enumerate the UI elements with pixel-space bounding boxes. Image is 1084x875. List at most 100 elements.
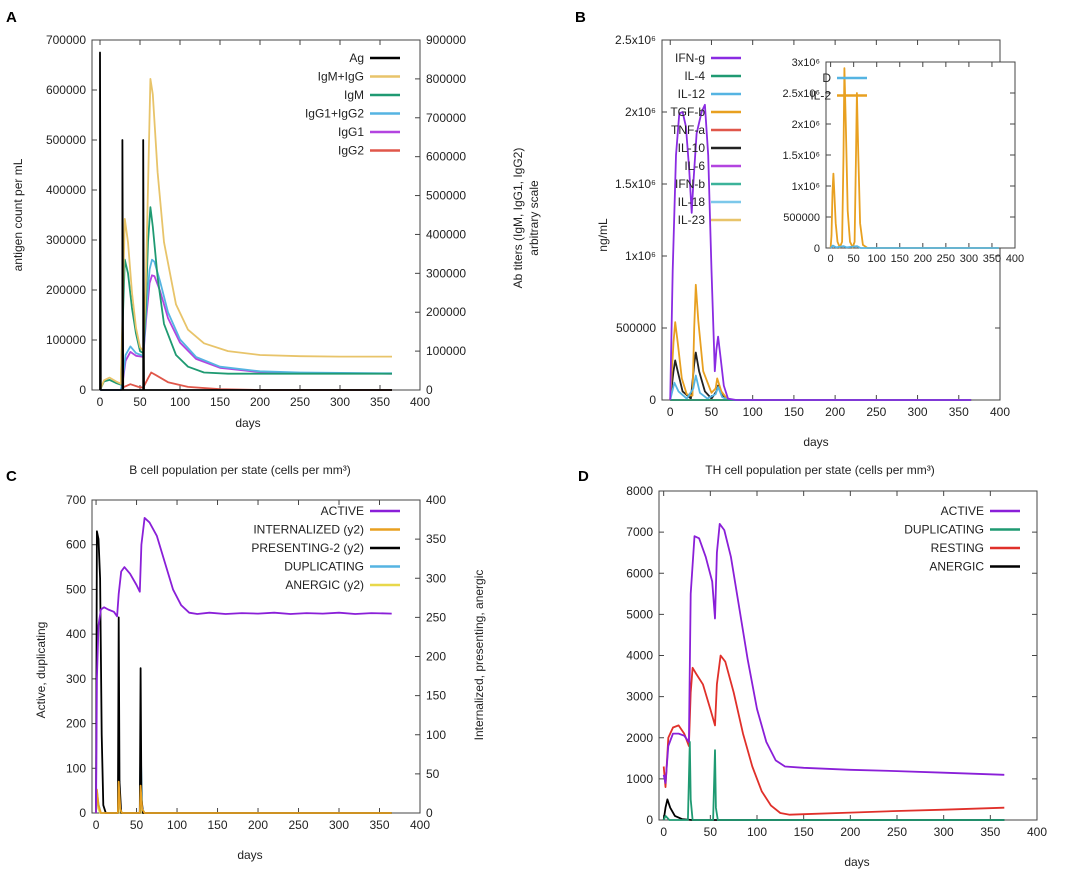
- y-axis-label: Active, duplicating: [34, 622, 48, 719]
- x-tick-label: 400: [410, 395, 430, 409]
- x-tick-label: 0: [97, 395, 104, 409]
- y-tick-label: 200: [66, 717, 86, 731]
- x-tick-label: 400: [990, 405, 1010, 419]
- y2-tick-label: 300: [426, 571, 446, 585]
- x-tick-label: 150: [784, 405, 804, 419]
- x-axis-label: days: [237, 848, 262, 862]
- y-tick-label: 200000: [46, 283, 86, 297]
- y-tick-label: 2000: [626, 731, 653, 745]
- x-tick-label: 250: [866, 405, 886, 419]
- y-tick-label: 2.5x10⁶: [615, 33, 656, 47]
- x-tick-label: 300: [329, 818, 349, 832]
- legend-label-duplicating: DUPLICATING: [904, 523, 984, 537]
- y-tick-label: 0: [646, 813, 653, 827]
- y2-tick-label: 800000: [426, 72, 466, 86]
- legend-label-active: ACTIVE: [321, 504, 364, 518]
- series-line-anergic: [662, 798, 1005, 821]
- y-tick-label: 3000: [626, 690, 653, 704]
- x-tick-label: 150: [208, 818, 228, 832]
- x-tick-label: 100: [747, 825, 767, 839]
- y-tick-label: 0: [649, 393, 656, 407]
- legend-label-igm-igg: IgM+IgG: [318, 70, 364, 84]
- x-axis-label: days: [844, 855, 869, 869]
- x-tick-label: 300: [934, 825, 954, 839]
- series-line-tgf-b: [669, 283, 972, 401]
- y2-tick-label: 400: [426, 493, 446, 507]
- series-line-igm-igg: [99, 78, 392, 391]
- y2-tick-label: 50: [426, 767, 440, 781]
- inset-y-tick-label: 500000: [783, 212, 820, 224]
- panel-label: C: [6, 468, 17, 485]
- y-tick-label: 400: [66, 627, 86, 641]
- y-tick-label: 300000: [46, 233, 86, 247]
- inset-x-tick-label: 150: [891, 253, 909, 265]
- x-tick-label: 200: [825, 405, 845, 419]
- x-tick-label: 350: [949, 405, 969, 419]
- legend-label-tnf-a: TNF-a: [671, 123, 705, 137]
- y-tick-label: 1x10⁶: [625, 249, 656, 263]
- inset-y-tick-label: 2.5x10⁶: [782, 88, 820, 100]
- y2-tick-label: 0: [426, 383, 433, 397]
- inset-x-tick-label: 50: [848, 253, 860, 265]
- series-line-active: [95, 517, 392, 814]
- y2-tick-label: 150: [426, 689, 446, 703]
- inset-x-tick-label: 350: [983, 253, 1001, 265]
- inset-x-tick-label: 100: [868, 253, 886, 265]
- x-tick-label: 350: [370, 395, 390, 409]
- y2-tick-label: 200000: [426, 305, 466, 319]
- x-tick-label: 50: [705, 405, 719, 419]
- legend-label-duplicating: DUPLICATING: [284, 560, 364, 574]
- x-tick-label: 50: [133, 395, 147, 409]
- y-tick-label: 2x10⁶: [625, 105, 656, 119]
- y-tick-label: 0: [79, 383, 86, 397]
- y-tick-label: 600: [66, 538, 86, 552]
- y-tick-label: 700000: [46, 33, 86, 47]
- y-axis-label: ng/mL: [596, 218, 610, 252]
- y-tick-label: 400000: [46, 183, 86, 197]
- panel-label: D: [578, 468, 589, 485]
- y2-tick-label: 300000: [426, 266, 466, 280]
- y2-tick-label: 700000: [426, 111, 466, 125]
- y2-axis-label: Ab titers (IgM, IgG1, IgG2): [511, 148, 525, 289]
- x-tick-label: 50: [704, 825, 718, 839]
- y2-tick-label: 350: [426, 532, 446, 546]
- legend-label-ag: Ag: [349, 51, 364, 65]
- inset-y-tick-label: 3x10⁶: [792, 57, 820, 69]
- legend-label-il-23: IL-23: [678, 213, 706, 227]
- legend-label-igg1-igg2: IgG1+IgG2: [305, 107, 364, 121]
- inset-y-tick-label: 2x10⁶: [792, 119, 820, 131]
- y2-tick-label: 100: [426, 728, 446, 742]
- x-tick-label: 100: [743, 405, 763, 419]
- y2-tick-label: 400000: [426, 227, 466, 241]
- x-tick-label: 300: [330, 395, 350, 409]
- legend-label-anergic-y2: ANERGIC (y2): [285, 578, 364, 592]
- x-tick-label: 0: [93, 818, 100, 832]
- series-line-ifn-g: [669, 103, 972, 401]
- panel-label: B: [575, 9, 586, 26]
- y-tick-label: 4000: [626, 649, 653, 663]
- y-axis-label: antigen count per mL: [11, 158, 25, 271]
- inset-x-tick-label: 0: [828, 253, 834, 265]
- y-tick-label: 600000: [46, 83, 86, 97]
- series-line-resting: [662, 654, 1005, 816]
- x-tick-label: 100: [167, 818, 187, 832]
- y2-tick-label: 0: [426, 806, 433, 820]
- y2-tick-label: 900000: [426, 33, 466, 47]
- series-line-il-2: [829, 67, 999, 249]
- series-line-igg2: [100, 371, 392, 391]
- legend-label-presenting-2-y2: PRESENTING-2 (y2): [251, 541, 364, 555]
- y-tick-label: 100000: [46, 333, 86, 347]
- series-line-active: [662, 523, 1005, 784]
- legend-label-resting: RESTING: [931, 541, 984, 555]
- x-tick-label: 250: [289, 818, 309, 832]
- y2-tick-label: 250: [426, 610, 446, 624]
- x-tick-label: 200: [248, 818, 268, 832]
- series-line-duplicating: [662, 741, 1005, 821]
- legend-label-internalized-y2: INTERNALIZED (y2): [253, 523, 364, 537]
- legend-label-il-18: IL-18: [678, 195, 706, 209]
- x-tick-label: 250: [290, 395, 310, 409]
- x-tick-label: 0: [667, 405, 674, 419]
- legend-label-anergic: ANERGIC: [929, 560, 984, 574]
- inset-y-tick-label: 0: [814, 243, 820, 255]
